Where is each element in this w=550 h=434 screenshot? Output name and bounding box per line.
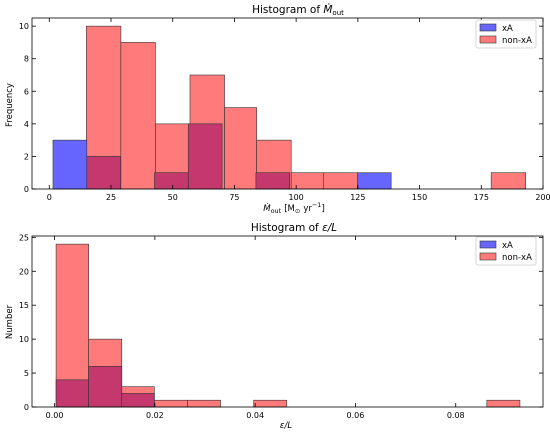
legend-swatch-non-xa [479,252,497,261]
y-axis-label: Number [5,304,15,339]
legend: xA non-xA [475,19,537,49]
chart-title: Histogram of ε/L [251,222,337,234]
bar-non-xa [253,399,288,408]
legend: xA non-xA [475,236,537,266]
x-tick-label: 175 [474,193,489,202]
histogram-epsilon-over-l: Histogram of ε/L 0.00 0.02 0.04 0.06 0.08 0 5 1… [5,222,544,431]
x-tick-label: 75 [229,193,239,202]
xlabel-unit-open: [M [284,204,295,214]
bar-xa [154,172,189,190]
axis-ticks: 0 25 50 75 100 125 150 175 200 0 2 4 6 8 10 [19,18,550,202]
legend-swatch-xa [479,240,497,249]
bar-xa [55,379,89,408]
legend-label-xa: xA [502,24,513,34]
y-tick-label: 8 [24,55,29,64]
x-tick-label: 25 [106,193,116,202]
x-axis-label: ε/L [280,421,292,431]
y-tick-label: 0 [24,185,29,194]
xlabel-unit-exp: −1 [312,201,322,209]
bar-non-xa [187,399,221,408]
x-tick-label: 0.00 [46,411,64,420]
title-subscript: out [332,9,344,17]
bar-non-xa [486,399,521,408]
bar-xa [121,393,155,408]
x-tick-label: 0.08 [447,411,465,420]
title-variable: Ṁ [323,3,332,16]
title-variable: ε/L [322,222,337,234]
legend-label-non-xa: non-xA [502,253,532,263]
y-axis-label: Frequency [5,83,15,127]
xlabel-variable: Ṁ [263,203,271,214]
legend-swatch-xa [479,23,497,32]
legend-label-non-xa: non-xA [502,36,532,46]
title-prefix: Histogram of [251,222,322,234]
chart-title: Histogram of Ṁout [252,3,344,17]
bar-xa [86,156,121,190]
xlabel-unit-sun: ⊙ [295,207,300,215]
y-tick-label: 15 [19,301,29,310]
bar-non-xa [490,172,527,190]
y-tick-label: 0 [24,403,29,412]
x-tick-label: 0.04 [246,411,264,420]
bar-non-xa [120,42,156,190]
x-tick-label: 50 [168,193,178,202]
x-axis-label: Ṁout [M⊙ yr−1] [263,201,325,215]
bar-xa [255,172,291,190]
plot-frame [31,235,544,408]
plot-frame [31,17,544,190]
x-tick-label: 0.02 [146,411,164,420]
x-tick-label: 125 [350,193,365,202]
legend-swatch-non-xa [479,35,497,44]
bars [52,25,527,190]
xlabel-subscript: out [271,207,282,215]
bar-non-xa [154,399,188,408]
x-tick-label: 100 [288,193,303,202]
axis-ticks: 0.00 0.02 0.04 0.06 0.08 0 5 10 15 20 25 [19,233,543,420]
bar-xa [187,123,223,190]
histogram-mdot-out: Histogram of Ṁout 0 25 50 75 100 125 150 175 200… [5,3,550,215]
xlabel-unit-close: ] [321,204,324,214]
y-tick-label: 6 [24,87,29,96]
y-tick-label: 25 [19,233,29,242]
legend-label-xa: xA [502,241,513,251]
y-tick-label: 10 [19,22,29,31]
bar-non-xa [322,172,359,190]
bar-xa [88,365,123,408]
y-tick-label: 20 [19,267,29,276]
bar-xa [52,139,88,190]
y-tick-label: 10 [19,335,29,344]
x-tick-label: 150 [412,193,427,202]
title-prefix: Histogram of [252,4,323,16]
x-tick-label: 0 [47,193,52,202]
y-tick-label: 5 [24,369,29,378]
y-tick-label: 4 [24,120,29,129]
bar-non-xa [224,107,257,190]
x-tick-label: 200 [535,193,550,202]
bar-xa [357,172,392,190]
x-tick-label: 0.06 [347,411,365,420]
xlabel-unit-yr: yr [303,204,312,214]
bars [55,243,521,408]
y-tick-label: 2 [24,152,29,161]
